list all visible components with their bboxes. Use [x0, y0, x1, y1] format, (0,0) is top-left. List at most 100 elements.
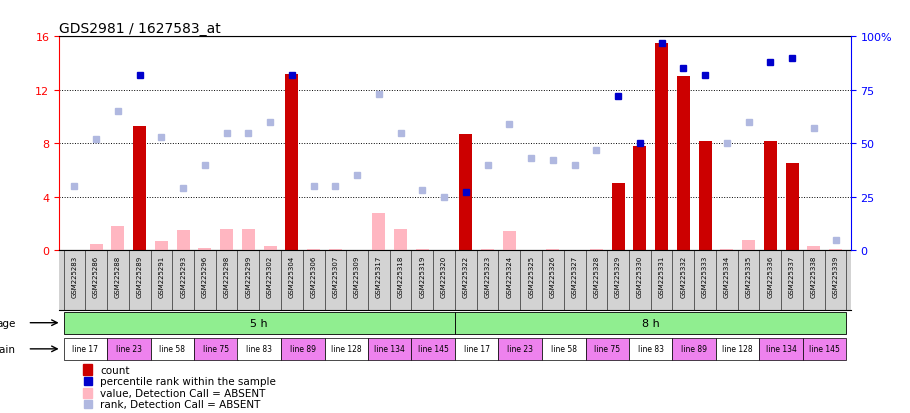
Bar	[220, 229, 233, 251]
Text: GSM225302: GSM225302	[268, 255, 273, 297]
Bar	[64, 312, 455, 334]
Text: line 58: line 58	[159, 344, 186, 354]
Text: 5 h: 5 h	[250, 318, 268, 328]
Text: GSM225324: GSM225324	[506, 255, 512, 297]
Bar	[416, 249, 429, 251]
Text: GSM225333: GSM225333	[703, 255, 708, 298]
Bar	[655, 44, 668, 251]
Text: GSM225298: GSM225298	[224, 255, 229, 297]
Bar	[633, 147, 646, 251]
Bar	[198, 248, 211, 251]
Bar	[807, 247, 821, 251]
Bar	[455, 338, 499, 360]
Text: GSM225283: GSM225283	[71, 255, 77, 297]
Bar	[64, 338, 107, 360]
Text: 8 h: 8 h	[642, 318, 660, 328]
Text: GSM225328: GSM225328	[593, 255, 600, 297]
Bar	[133, 126, 147, 251]
Bar	[89, 244, 103, 251]
Bar	[546, 249, 560, 251]
Text: rank, Detection Call = ABSENT: rank, Detection Call = ABSENT	[100, 399, 260, 409]
Text: line 128: line 128	[331, 344, 361, 354]
Bar	[612, 184, 624, 251]
Text: GSM225325: GSM225325	[528, 255, 534, 297]
Bar	[742, 240, 755, 251]
Bar	[177, 230, 189, 251]
Bar	[368, 338, 411, 360]
Bar	[455, 312, 846, 334]
Text: GSM225329: GSM225329	[615, 255, 622, 297]
Text: line 145: line 145	[809, 344, 840, 354]
Text: GSM225288: GSM225288	[115, 255, 121, 297]
Text: GSM225326: GSM225326	[550, 255, 556, 297]
Text: line 75: line 75	[594, 344, 621, 354]
Bar	[325, 338, 368, 360]
Bar	[394, 229, 407, 251]
Bar	[803, 338, 846, 360]
Text: GSM225337: GSM225337	[789, 255, 795, 298]
Text: GSM225307: GSM225307	[332, 255, 339, 298]
Bar	[83, 388, 93, 398]
Bar	[155, 241, 168, 251]
Text: GSM225331: GSM225331	[659, 255, 664, 298]
Text: GDS2981 / 1627583_at: GDS2981 / 1627583_at	[59, 22, 221, 36]
Text: GSM225291: GSM225291	[158, 255, 165, 297]
Text: line 83: line 83	[247, 344, 272, 354]
Text: count: count	[100, 365, 130, 375]
Bar	[264, 247, 277, 251]
Bar	[111, 227, 125, 251]
Text: GSM225293: GSM225293	[180, 255, 187, 297]
Bar	[672, 338, 716, 360]
Text: GSM225318: GSM225318	[398, 255, 404, 298]
Bar	[721, 249, 733, 251]
Bar	[150, 338, 194, 360]
Text: GSM225296: GSM225296	[202, 255, 207, 297]
Text: percentile rank within the sample: percentile rank within the sample	[100, 376, 277, 386]
Text: line 134: line 134	[766, 344, 796, 354]
Text: line 17: line 17	[464, 344, 490, 354]
Bar	[829, 249, 842, 251]
Text: GSM225327: GSM225327	[571, 255, 578, 297]
Bar	[677, 77, 690, 251]
Bar	[763, 141, 777, 251]
Text: line 75: line 75	[203, 344, 228, 354]
Text: GSM225323: GSM225323	[485, 255, 490, 297]
Bar	[286, 74, 298, 251]
Text: GSM225334: GSM225334	[723, 255, 730, 297]
Bar	[716, 338, 760, 360]
Bar	[329, 249, 342, 251]
Text: GSM225322: GSM225322	[463, 255, 469, 297]
Text: GSM225286: GSM225286	[93, 255, 99, 297]
Text: line 89: line 89	[682, 344, 707, 354]
Text: GSM225338: GSM225338	[811, 255, 817, 298]
Bar	[83, 365, 93, 375]
Bar	[238, 338, 281, 360]
Bar	[242, 229, 255, 251]
Text: GSM225299: GSM225299	[246, 255, 251, 297]
Bar	[372, 213, 386, 251]
Text: strain: strain	[0, 344, 15, 354]
Text: line 134: line 134	[374, 344, 405, 354]
Text: GSM225317: GSM225317	[376, 255, 382, 298]
Bar	[585, 338, 629, 360]
Text: line 17: line 17	[72, 344, 98, 354]
Text: GSM225319: GSM225319	[420, 255, 425, 298]
Bar	[542, 338, 585, 360]
Bar	[785, 164, 799, 251]
Text: line 83: line 83	[638, 344, 663, 354]
Bar	[460, 135, 472, 251]
Text: GSM225304: GSM225304	[288, 255, 295, 297]
Text: line 23: line 23	[116, 344, 142, 354]
Bar	[699, 141, 712, 251]
Bar	[307, 249, 320, 251]
Text: value, Detection Call = ABSENT: value, Detection Call = ABSENT	[100, 388, 266, 398]
Text: GSM225336: GSM225336	[767, 255, 774, 298]
Bar	[411, 338, 455, 360]
Text: GSM225339: GSM225339	[833, 255, 839, 298]
Bar	[629, 338, 672, 360]
Text: line 128: line 128	[723, 344, 753, 354]
Bar	[499, 338, 542, 360]
Text: line 58: line 58	[551, 344, 577, 354]
Text: age: age	[0, 318, 15, 328]
Text: GSM225289: GSM225289	[136, 255, 143, 297]
